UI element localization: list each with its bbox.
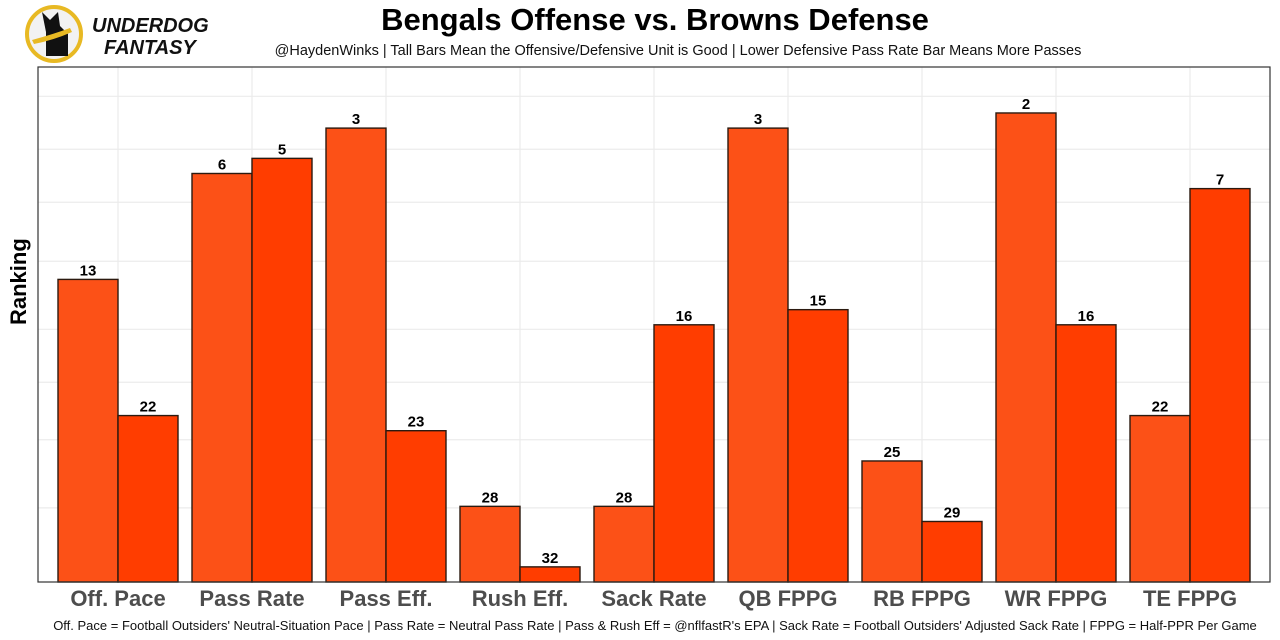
category-label: QB FPPG [738, 586, 837, 611]
offense-bar [459, 505, 521, 583]
category-labels: Off. Pace Pass Rate Pass Eff. Rush Eff. Sack… [70, 586, 1237, 611]
category-label: Sack Rate [601, 586, 706, 611]
value-labels: 13 22 6 5 3 23 28 32 28 16 3 15 25 29 2 16 22 7 [80, 96, 1225, 567]
defense-bar [921, 520, 983, 583]
logo-text-line2: FANTASY [104, 37, 198, 59]
offense-bar [191, 172, 253, 583]
defense-bar [385, 430, 447, 583]
offense-value-label: 2 [1022, 96, 1030, 113]
offense-value-label: 6 [218, 156, 226, 173]
offense-bar [727, 127, 789, 583]
defense-bar [653, 324, 715, 583]
category-label: Pass Rate [199, 586, 304, 611]
category-label: TE FPPG [1143, 586, 1237, 611]
defense-bar [1055, 324, 1117, 583]
defense-bar [1189, 187, 1251, 583]
chart-title: Bengals Offense vs. Browns Defense [381, 2, 929, 37]
defense-value-label: 7 [1216, 172, 1224, 189]
category-label: Rush Eff. [472, 586, 569, 611]
offense-bar [593, 505, 655, 583]
offense-value-label: 28 [482, 489, 499, 506]
defense-value-label: 15 [810, 293, 827, 310]
category-label: WR FPPG [1005, 586, 1108, 611]
defense-value-label: 16 [676, 308, 693, 325]
defense-bar [519, 566, 581, 583]
chart-caption: Off. Pace = Football Outsiders' Neutral-… [53, 618, 1257, 633]
offense-value-label: 28 [616, 489, 633, 506]
defense-value-label: 16 [1078, 308, 1095, 325]
offense-value-label: 22 [1152, 399, 1169, 416]
defense-value-label: 23 [408, 414, 425, 431]
offense-value-label: 3 [754, 111, 762, 128]
defense-bar [787, 308, 849, 583]
defense-value-label: 32 [542, 550, 559, 567]
category-label: RB FPPG [873, 586, 971, 611]
defense-bar [117, 414, 179, 583]
defense-bar [251, 157, 313, 583]
logo-text-line1: UNDERDOG [92, 15, 209, 37]
offense-bar [1129, 414, 1191, 583]
category-label: Off. Pace [70, 586, 165, 611]
defense-value-label: 5 [278, 141, 286, 158]
chart-subtitle: @HaydenWinks | Tall Bars Mean the Offens… [274, 43, 1082, 59]
offense-value-label: 13 [80, 262, 97, 279]
category-label: Pass Eff. [340, 586, 433, 611]
defense-value-label: 29 [944, 504, 961, 521]
bars [57, 112, 1251, 583]
offense-bar [325, 127, 387, 583]
offense-bar [995, 112, 1057, 583]
logo-scarf-icon [32, 28, 72, 44]
underdog-fantasy-logo: UNDERDOG FANTASY [25, 5, 209, 63]
offense-value-label: 25 [884, 444, 901, 461]
defense-value-label: 22 [140, 399, 157, 416]
offense-bar [861, 460, 923, 583]
plot-panel-border [37, 66, 1271, 583]
offense-bar [57, 278, 119, 583]
offense-value-label: 3 [352, 111, 360, 128]
